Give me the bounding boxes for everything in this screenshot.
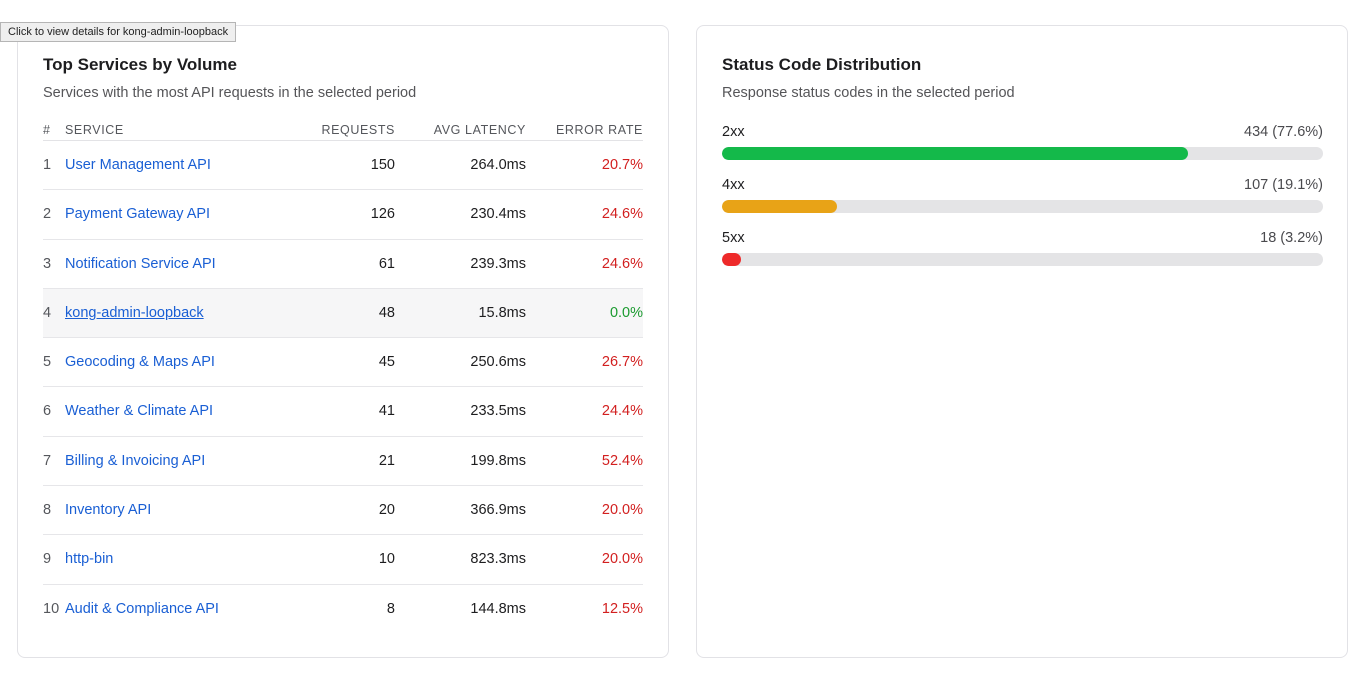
- requests-value: 45: [378, 354, 395, 371]
- requests-value: 21: [378, 452, 395, 469]
- status-code-item-2xx: 2xx 434 (77.6%): [722, 124, 1323, 177]
- latency-value: 823.3ms: [470, 551, 526, 568]
- service-link[interactable]: Notification Service API: [65, 255, 216, 272]
- column-header-number: #: [43, 123, 51, 137]
- requests-value: 8: [386, 600, 395, 617]
- latency-value: 264.0ms: [470, 157, 526, 173]
- latency-value: 233.5ms: [470, 403, 526, 420]
- table-row[interactable]: 2 Payment Gateway API 126 230.4ms 24.6%: [43, 190, 643, 240]
- table-body: 1 User Management API 150 264.0ms 20.7% 2 Paym…: [43, 141, 643, 634]
- error-rate-value: 24.4%: [601, 403, 643, 420]
- top-services-card: Top Services by Volume Services with the…: [17, 25, 669, 658]
- column-header-requests: REQUESTS: [321, 123, 395, 137]
- status-bar-track: [722, 200, 1323, 213]
- latency-value: 144.8ms: [470, 600, 526, 617]
- error-rate-value: 0.0%: [609, 304, 643, 321]
- latency-value: 230.4ms: [470, 206, 526, 223]
- error-rate-value: 20.0%: [601, 502, 643, 519]
- status-code-list: 2xx 434 (77.6%) 4xx 107 (19.1%) 5xx 18 (3.2%): [722, 124, 1323, 283]
- services-table: # SERVICE REQUESTS AVG LATENCY ERROR RAT…: [43, 118, 643, 634]
- table-row[interactable]: 7 Billing & Invoicing API 21 199.8ms 52.4%: [43, 437, 643, 487]
- requests-value: 41: [378, 403, 395, 420]
- status-bar-fill: [722, 200, 837, 213]
- row-number: 4: [43, 304, 52, 321]
- status-code-card: Status Code Distribution Response status…: [696, 25, 1348, 658]
- requests-value: 126: [370, 206, 395, 223]
- row-number: 6: [43, 403, 52, 420]
- table-header: # SERVICE REQUESTS AVG LATENCY ERROR RAT…: [43, 118, 643, 141]
- status-code-count: 434 (77.6%): [1244, 124, 1323, 140]
- row-number: 2: [43, 206, 52, 223]
- service-link[interactable]: Inventory API: [65, 502, 152, 519]
- service-link[interactable]: http-bin: [65, 551, 114, 568]
- requests-value: 61: [378, 255, 395, 272]
- requests-value: 48: [378, 304, 395, 321]
- service-link[interactable]: Payment Gateway API: [65, 206, 211, 223]
- table-row[interactable]: 5 Geocoding & Maps API 45 250.6ms 26.7%: [43, 338, 643, 388]
- error-rate-value: 52.4%: [601, 452, 643, 469]
- service-link[interactable]: User Management API: [65, 157, 211, 173]
- service-link[interactable]: Billing & Invoicing API: [65, 452, 206, 469]
- status-bar-fill: [722, 253, 742, 266]
- status-code-item-5xx: 5xx 18 (3.2%): [722, 230, 1323, 283]
- requests-value: 20: [378, 502, 395, 519]
- status-bar-track: [722, 147, 1323, 160]
- latency-value: 239.3ms: [470, 255, 526, 272]
- table-row[interactable]: 3 Notification Service API 61 239.3ms 24.6%: [43, 240, 643, 289]
- latency-value: 366.9ms: [470, 502, 526, 519]
- top-services-subtitle: Services with the most API requests in t…: [43, 85, 417, 101]
- status-code-count: 18 (3.2%): [1260, 230, 1323, 246]
- top-services-title: Top Services by Volume: [43, 55, 237, 74]
- latency-value: 199.8ms: [470, 452, 526, 469]
- service-tooltip: Click to view details for kong-admin-loo…: [0, 22, 237, 42]
- error-rate-value: 24.6%: [601, 255, 643, 272]
- table-row[interactable]: 9 http-bin 10 823.3ms 20.0%: [43, 535, 643, 585]
- table-row[interactable]: 1 User Management API 150 264.0ms 20.7%: [43, 141, 643, 191]
- error-rate-value: 20.0%: [601, 551, 643, 568]
- row-number: 5: [43, 354, 52, 371]
- service-link[interactable]: kong-admin-loopback: [65, 304, 204, 321]
- status-code-item-4xx: 4xx 107 (19.1%): [722, 177, 1323, 230]
- error-rate-value: 24.6%: [601, 206, 643, 223]
- table-row[interactable]: 10 Audit & Compliance API 8 144.8ms 12.5%: [43, 585, 643, 634]
- column-header-error-rate: ERROR RATE: [555, 123, 643, 137]
- service-link[interactable]: Weather & Climate API: [65, 403, 214, 420]
- service-link[interactable]: Geocoding & Maps API: [65, 354, 215, 371]
- row-number: 10: [43, 600, 60, 617]
- requests-value: 10: [378, 551, 395, 568]
- latency-value: 15.8ms: [478, 304, 526, 321]
- row-number: 8: [43, 502, 52, 519]
- status-code-count: 107 (19.1%): [1244, 177, 1323, 193]
- column-header-service: SERVICE: [65, 123, 124, 137]
- status-code-label: 2xx: [722, 124, 745, 140]
- column-header-latency: AVG LATENCY: [433, 123, 526, 137]
- table-row[interactable]: 8 Inventory API 20 366.9ms 20.0%: [43, 486, 643, 536]
- requests-value: 150: [370, 157, 395, 173]
- row-number: 9: [43, 551, 52, 568]
- status-code-subtitle: Response status codes in the selected pe…: [722, 85, 1015, 101]
- row-number: 1: [43, 157, 52, 173]
- row-number: 7: [43, 452, 52, 469]
- latency-value: 250.6ms: [470, 354, 526, 371]
- status-bar-fill: [722, 147, 1189, 160]
- status-bar-track: [722, 253, 1323, 266]
- status-code-label: 5xx: [722, 230, 745, 246]
- table-row[interactable]: 6 Weather & Climate API 41 233.5ms 24.4%: [43, 387, 643, 437]
- row-number: 3: [43, 255, 52, 272]
- status-code-title: Status Code Distribution: [722, 55, 922, 74]
- table-row[interactable]: 4 kong-admin-loopback 48 15.8ms 0.0%: [43, 288, 643, 339]
- error-rate-value: 12.5%: [601, 600, 643, 617]
- error-rate-value: 20.7%: [601, 157, 643, 173]
- status-code-label: 4xx: [722, 177, 745, 193]
- service-link[interactable]: Audit & Compliance API: [65, 600, 219, 617]
- error-rate-value: 26.7%: [601, 354, 643, 371]
